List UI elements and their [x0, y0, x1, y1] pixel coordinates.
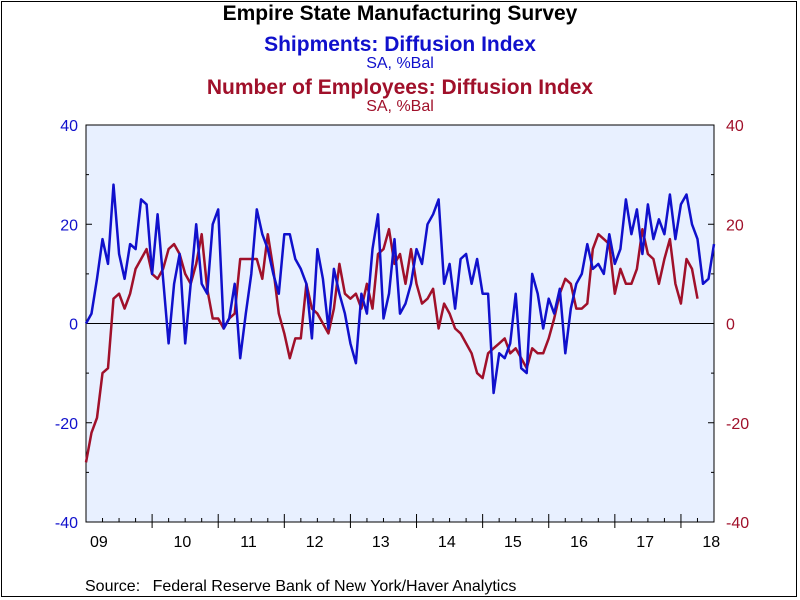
- left-y-tick-label: -40: [55, 515, 78, 532]
- x-tick-label: 15: [504, 534, 522, 551]
- source-note: Source: Federal Reserve Bank of New York…: [85, 578, 516, 596]
- right-y-tick-label: 20: [726, 217, 744, 234]
- series2-unit: SA, %Bal: [366, 98, 434, 115]
- right-y-tick-label: -40: [726, 515, 749, 532]
- series1-title: Shipments: Diffusion Index: [264, 33, 536, 56]
- x-tick-label: 11: [240, 534, 257, 551]
- right-y-tick-label: -20: [726, 416, 749, 433]
- x-tick-label: 09: [90, 534, 108, 551]
- chart-title: Empire State Manufacturing Survey: [222, 2, 578, 25]
- left-y-tick-label: 40: [60, 118, 78, 135]
- x-tick-label: 12: [306, 534, 324, 551]
- left-y-tick-label: -20: [55, 416, 78, 433]
- source-label: Source:: [85, 578, 141, 595]
- x-tick-label: 17: [636, 534, 654, 551]
- source-text: Federal Reserve Bank of New York/Haver A…: [152, 578, 517, 595]
- series-line-employees: [84, 227, 699, 463]
- left-y-tick-label: 0: [69, 317, 78, 334]
- right-y-tick-label: 0: [726, 317, 735, 334]
- x-tick-label: 14: [438, 534, 456, 551]
- series2-title: Number of Employees: Diffusion Index: [206, 76, 594, 99]
- x-tick-label: 13: [372, 534, 390, 551]
- left-y-tick-label: 20: [60, 217, 78, 234]
- x-tick-label: 10: [174, 534, 192, 551]
- x-tick-label: 18: [702, 534, 720, 551]
- series1-unit: SA, %Bal: [366, 55, 434, 72]
- right-y-tick-label: 40: [726, 118, 744, 135]
- x-tick-label: 16: [570, 534, 588, 551]
- series-line-shipments: [84, 183, 716, 395]
